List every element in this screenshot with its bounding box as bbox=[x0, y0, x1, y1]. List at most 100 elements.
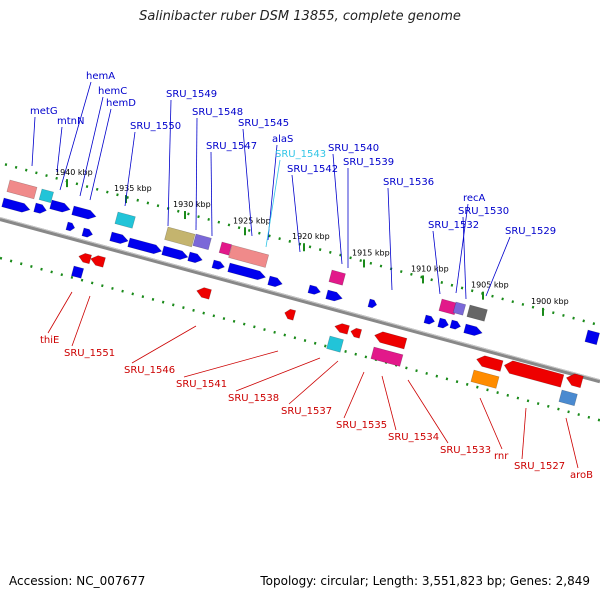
gene-glyph bbox=[438, 298, 458, 316]
gene-glyph bbox=[463, 323, 483, 336]
gene-glyph bbox=[114, 211, 136, 229]
kbp-tick-label: 1930 kbp bbox=[173, 200, 211, 209]
gene-label-SRU_1530: SRU_1530 bbox=[458, 206, 509, 217]
leader-line-SRU_1537 bbox=[288, 360, 339, 405]
gene-label-SRU_1534: SRU_1534 bbox=[388, 432, 439, 443]
gene-glyph bbox=[334, 323, 350, 335]
kbp-tick-label: 1910 kbp bbox=[411, 264, 449, 273]
backbone-highlight bbox=[0, 217, 600, 381]
gene-label-SRU_1537: SRU_1537 bbox=[281, 406, 332, 417]
gene-glyph bbox=[284, 308, 297, 321]
gene-glyph bbox=[466, 304, 488, 322]
gene-label-SRU_1549: SRU_1549 bbox=[166, 89, 217, 100]
gene-glyph bbox=[109, 231, 129, 244]
gene-glyph bbox=[1, 197, 31, 213]
gene-label-mtnN: mtnN bbox=[57, 116, 84, 127]
gene-glyph bbox=[350, 327, 363, 339]
gene-label-hemD: hemD bbox=[106, 98, 136, 109]
feature-glyphs bbox=[1, 179, 600, 407]
leader-line-SRU_1548 bbox=[195, 117, 198, 231]
leader-line-SRU_1543 bbox=[265, 159, 281, 248]
gene-label-hemA: hemA bbox=[86, 71, 115, 82]
gene-glyph bbox=[71, 265, 85, 279]
kbp-tick-label: 1925 kbp bbox=[233, 216, 271, 225]
leader-line-mtnN bbox=[56, 126, 63, 173]
gene-label-hemC: hemC bbox=[98, 86, 127, 97]
gene-glyph bbox=[370, 346, 404, 367]
gene-glyph bbox=[161, 245, 189, 260]
label-leaders bbox=[31, 81, 579, 469]
accession-text: Accession: NC_007677 bbox=[9, 574, 146, 588]
gene-glyph bbox=[6, 179, 38, 200]
gene-glyph bbox=[228, 244, 270, 268]
gene-label-SRU_1550: SRU_1550 bbox=[130, 121, 181, 132]
leader-line-SRU_1532 bbox=[432, 230, 441, 295]
gene-glyph bbox=[503, 360, 565, 388]
gene-label-SRU_1529: SRU_1529 bbox=[505, 226, 556, 237]
leader-line-SRU_1529 bbox=[485, 236, 511, 297]
leader-line-hemA bbox=[59, 81, 92, 191]
leader-line-metG bbox=[31, 116, 36, 167]
gene-glyph bbox=[71, 205, 97, 220]
gene-label-SRU_1546: SRU_1546 bbox=[124, 365, 175, 376]
gene-label-SRU_1527: SRU_1527 bbox=[514, 461, 565, 472]
gene-glyph bbox=[326, 335, 344, 353]
kbp-tick-label: 1900 kbp bbox=[531, 297, 569, 306]
genome-backbone bbox=[0, 217, 600, 384]
gene-label-SRU_1533: SRU_1533 bbox=[440, 445, 491, 456]
gene-glyph bbox=[78, 253, 92, 265]
backbone-line bbox=[0, 217, 600, 384]
genome-summary-text: Topology: circular; Length: 3,551,823 bp… bbox=[260, 574, 590, 588]
gene-glyph bbox=[449, 319, 462, 330]
leader-line-SRU_1549 bbox=[167, 99, 172, 227]
gene-label-SRU_1542: SRU_1542 bbox=[287, 164, 338, 175]
gene-glyph bbox=[81, 227, 94, 238]
leader-line-SRU_1536 bbox=[387, 187, 393, 291]
kbp-tick-label: 1915 kbp bbox=[352, 248, 390, 257]
gene-glyph bbox=[307, 284, 321, 295]
gene-glyph bbox=[374, 331, 408, 350]
gene-label-SRU_1541: SRU_1541 bbox=[176, 379, 227, 390]
gene-glyph bbox=[164, 226, 196, 248]
leader-line-SRU_1535 bbox=[343, 371, 365, 419]
gene-glyph bbox=[90, 255, 106, 268]
gene-glyph bbox=[38, 188, 54, 204]
gene-glyph bbox=[33, 202, 47, 214]
leader-line-SRU_1540 bbox=[332, 153, 343, 265]
gene-label-SRU_1540: SRU_1540 bbox=[328, 143, 379, 154]
leader-line-hemD bbox=[89, 108, 112, 201]
gene-glyph bbox=[218, 241, 233, 256]
gene-label-thiE: thiE bbox=[40, 335, 59, 346]
kbp-tick-label: 1940 kbp bbox=[55, 168, 93, 177]
gene-label-alaS: alaS bbox=[272, 134, 293, 145]
gene-label-SRU_1538: SRU_1538 bbox=[228, 393, 279, 404]
kbp-tick-label: 1905 kbp bbox=[471, 281, 509, 290]
gene-label-SRU_1548: SRU_1548 bbox=[192, 107, 243, 118]
leader-line-SRU_1546 bbox=[131, 325, 197, 364]
gene-glyph bbox=[558, 389, 578, 407]
gene-label-rnr: rnr bbox=[494, 451, 509, 462]
gene-label-SRU_1536: SRU_1536 bbox=[383, 177, 434, 188]
gene-glyph bbox=[470, 369, 500, 389]
gene-glyph bbox=[192, 233, 212, 251]
gene-glyph bbox=[196, 287, 212, 300]
gene-glyph bbox=[452, 301, 467, 316]
gene-label-SRU_1539: SRU_1539 bbox=[343, 157, 394, 168]
dotted-track-2 bbox=[0, 256, 600, 422]
map-title: Salinibacter ruber DSM 13855, complete g… bbox=[139, 9, 461, 24]
gene-label-recA: recA bbox=[463, 193, 486, 204]
gene-glyph bbox=[367, 298, 378, 309]
leader-line-recA bbox=[455, 203, 469, 294]
gene-label-SRU_1543: SRU_1543 bbox=[275, 149, 326, 160]
leader-line-thiE bbox=[47, 291, 73, 334]
leader-line-rnr bbox=[479, 397, 503, 450]
gene-glyph bbox=[565, 373, 584, 389]
leader-line-SRU_1551 bbox=[71, 295, 91, 347]
gene-glyph bbox=[325, 289, 343, 302]
gene-label-SRU_1532: SRU_1532 bbox=[428, 220, 479, 231]
gene-label-SRU_1551: SRU_1551 bbox=[64, 348, 115, 359]
gene-glyph bbox=[437, 317, 449, 329]
leader-line-SRU_1550 bbox=[124, 131, 136, 207]
kbp-tick-label: 1935 kbp bbox=[114, 184, 152, 193]
